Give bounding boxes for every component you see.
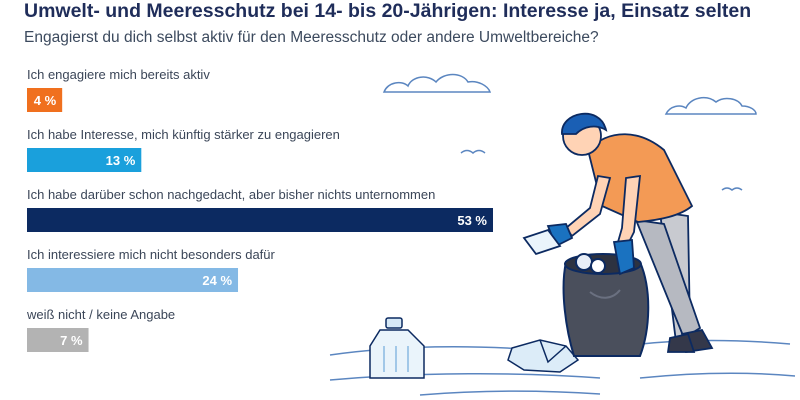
category-label: weiß nicht / keine Angabe (26, 307, 175, 322)
chart-title: Umwelt- und Meeresschutz bei 14- bis 20-… (24, 0, 752, 22)
category-label: Ich habe Interesse, mich künftig stärker… (27, 127, 340, 142)
value-label: 53 % (457, 213, 487, 228)
bar (27, 328, 89, 352)
bird-icon (721, 187, 743, 191)
bar (27, 268, 239, 292)
person-illustration (522, 112, 714, 354)
category-label: Ich engagiere mich bereits aktiv (27, 67, 210, 82)
category-label: Ich interessiere mich nicht besonders da… (27, 247, 276, 262)
chart-subtitle: Engagierst du dich selbst aktiv für den … (24, 29, 599, 46)
value-label: 4 % (34, 93, 57, 108)
bar (27, 148, 142, 172)
category-label: Ich habe darüber schon nachgedacht, aber… (27, 187, 435, 202)
cloud-icon (664, 96, 757, 115)
value-label: 7 % (60, 333, 83, 348)
value-label: 24 % (202, 273, 232, 288)
plastic-bottle-icon (369, 317, 425, 379)
value-label: 13 % (106, 153, 136, 168)
trash-bag-icon (562, 253, 650, 357)
trash-icon (507, 339, 580, 373)
bird-icon (460, 149, 486, 154)
cloud-icon (382, 73, 492, 93)
bar (27, 88, 63, 112)
bar (27, 208, 493, 232)
